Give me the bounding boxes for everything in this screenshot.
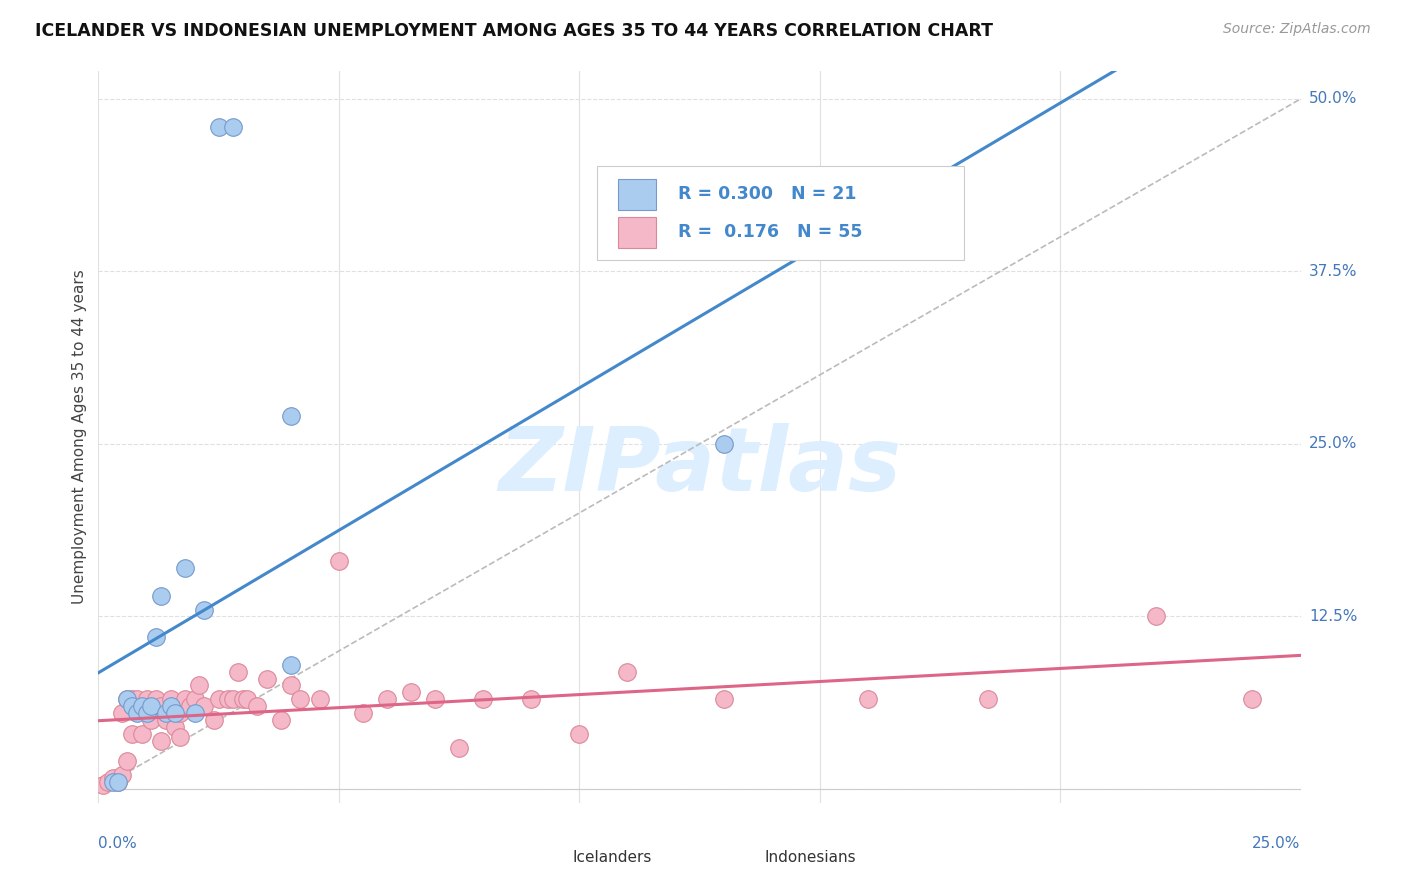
Point — [472, 692, 495, 706]
Point — [111, 706, 134, 720]
Point — [280, 678, 302, 692]
Text: 50.0%: 50.0% — [1309, 92, 1357, 106]
Point — [236, 692, 259, 706]
Point — [101, 775, 124, 789]
Point — [1144, 609, 1167, 624]
Point — [121, 692, 143, 706]
Point — [352, 706, 374, 720]
Point — [149, 589, 172, 603]
Point — [135, 706, 157, 720]
Point — [169, 706, 191, 720]
Point — [97, 775, 120, 789]
Point — [208, 120, 231, 134]
Text: 25.0%: 25.0% — [1253, 836, 1301, 851]
Point — [125, 706, 148, 720]
Point — [155, 713, 177, 727]
Point — [117, 692, 139, 706]
Point — [149, 699, 172, 714]
Y-axis label: Unemployment Among Ages 35 to 44 years: Unemployment Among Ages 35 to 44 years — [72, 269, 87, 605]
Point — [135, 692, 157, 706]
Point — [375, 692, 398, 706]
Point — [290, 692, 312, 706]
Text: 0.0%: 0.0% — [98, 836, 138, 851]
Point — [713, 437, 735, 451]
Point — [447, 740, 470, 755]
Point — [246, 699, 269, 714]
Point — [174, 692, 197, 706]
Point — [616, 665, 638, 679]
Point — [308, 692, 330, 706]
Point — [280, 409, 302, 424]
Point — [217, 692, 239, 706]
Text: R =  0.176   N = 55: R = 0.176 N = 55 — [678, 223, 862, 241]
Point — [174, 561, 197, 575]
Point — [222, 692, 245, 706]
Point — [107, 775, 129, 789]
Point — [226, 665, 249, 679]
FancyBboxPatch shape — [598, 167, 965, 260]
Point — [568, 727, 591, 741]
Point — [145, 630, 167, 644]
Point — [183, 692, 205, 706]
Point — [141, 699, 163, 714]
Point — [280, 657, 302, 672]
Bar — [531, 847, 560, 869]
Point — [169, 730, 191, 744]
Point — [117, 692, 139, 706]
Point — [159, 692, 181, 706]
Point — [101, 771, 124, 785]
Text: Icelanders: Icelanders — [572, 850, 651, 865]
Text: ICELANDER VS INDONESIAN UNEMPLOYMENT AMONG AGES 35 TO 44 YEARS CORRELATION CHART: ICELANDER VS INDONESIAN UNEMPLOYMENT AMO… — [35, 22, 993, 40]
Point — [183, 706, 205, 720]
Point — [1241, 692, 1264, 706]
Point — [165, 720, 187, 734]
Point — [159, 699, 181, 714]
Point — [188, 678, 211, 692]
Point — [256, 672, 278, 686]
Bar — [617, 179, 657, 210]
Point — [111, 768, 134, 782]
Point — [423, 692, 446, 706]
Text: Indonesians: Indonesians — [765, 850, 856, 865]
Point — [131, 699, 153, 714]
Text: ZIPatlas: ZIPatlas — [498, 423, 901, 510]
Point — [520, 692, 543, 706]
Point — [155, 706, 177, 720]
Text: 25.0%: 25.0% — [1309, 436, 1357, 451]
Point — [165, 706, 187, 720]
Point — [222, 120, 245, 134]
Point — [117, 755, 139, 769]
Point — [125, 692, 148, 706]
Point — [713, 692, 735, 706]
Text: 37.5%: 37.5% — [1309, 264, 1357, 279]
Point — [131, 727, 153, 741]
Point — [145, 692, 167, 706]
Text: R = 0.300   N = 21: R = 0.300 N = 21 — [678, 186, 856, 203]
Point — [202, 713, 225, 727]
Point — [121, 699, 143, 714]
Point — [856, 692, 879, 706]
Point — [328, 554, 350, 568]
Point — [91, 778, 114, 792]
Point — [193, 699, 215, 714]
Point — [977, 692, 1000, 706]
Bar — [724, 847, 752, 869]
Point — [232, 692, 254, 706]
Point — [149, 733, 172, 747]
Point — [107, 775, 129, 789]
Point — [193, 602, 215, 616]
Bar — [617, 217, 657, 248]
Point — [399, 685, 422, 699]
Point — [179, 699, 201, 714]
Point — [121, 727, 143, 741]
Text: Source: ZipAtlas.com: Source: ZipAtlas.com — [1223, 22, 1371, 37]
Point — [208, 692, 231, 706]
Point — [141, 713, 163, 727]
Point — [270, 713, 292, 727]
Text: 12.5%: 12.5% — [1309, 609, 1357, 624]
